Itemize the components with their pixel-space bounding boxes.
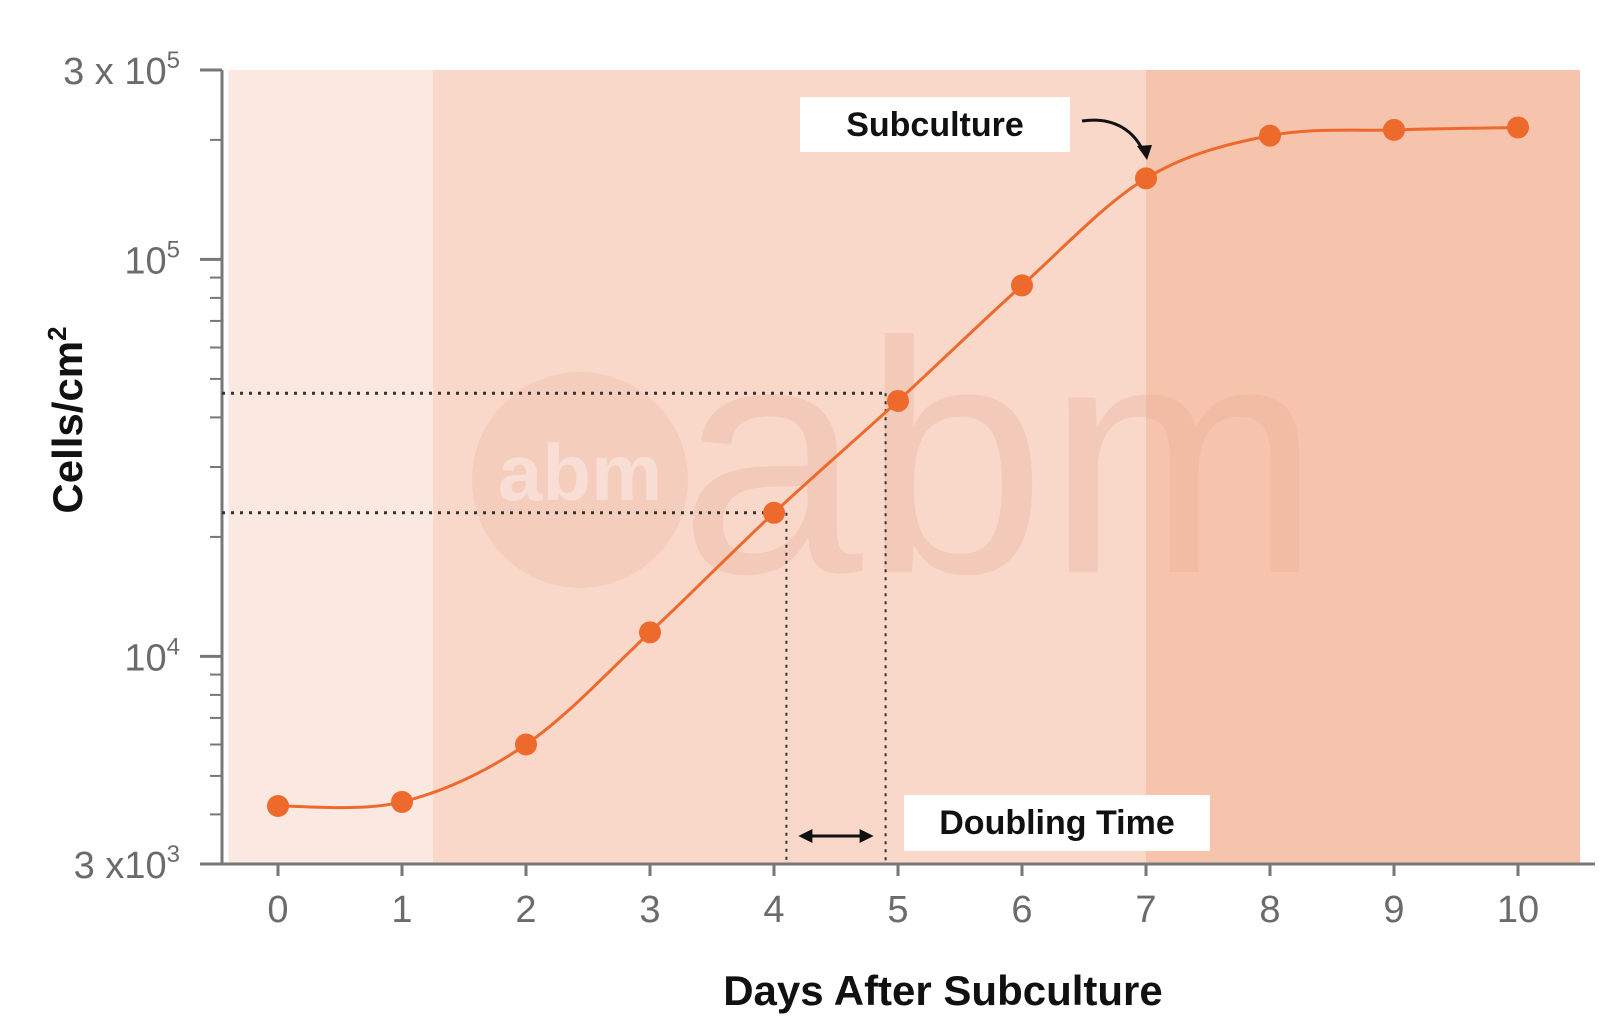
y-tick-label: 104 [124,633,180,679]
data-point [763,501,785,524]
doubling-time-arrow [798,829,874,843]
data-point [391,790,413,813]
watermark-circle [472,372,688,588]
phase-band-1 [228,70,433,864]
subculture-label: Subculture [846,106,1024,144]
data-point [887,389,909,412]
x-axis-title: Days After Subculture [723,967,1163,1014]
x-tick-label: 1 [391,889,412,931]
data-point [267,794,289,817]
y-tick-label: 105 [124,236,180,282]
watermark-logo-text: abm [498,428,663,517]
x-tick-label: 5 [887,889,908,931]
doubling-time-label: Doubling Time [939,804,1174,842]
doubling-guides [222,391,887,864]
watermark-wordmark: abm [679,273,1321,642]
x-tick-label: 8 [1259,889,1280,931]
data-point [515,733,537,756]
x-tick-label: 3 [639,889,660,931]
x-tick-label: 4 [763,889,784,931]
x-tick-label: 0 [267,889,288,931]
watermark: abm abm [472,273,1321,642]
phase-backgrounds [228,70,1580,864]
data-point [1507,116,1529,139]
data-point [1011,274,1033,297]
data-point [1135,167,1157,190]
doubling-time-box [904,795,1210,851]
x-tick-label: 6 [1011,889,1032,931]
phase-band-3 [1146,70,1580,864]
y-axis-title: Cells/cm2 [42,326,91,513]
y-tick-label: 3 x103 [74,841,180,887]
y-axis-title-sup: 2 [42,326,72,340]
series-growth [267,116,1529,817]
axes: 0 1 2 3 4 5 6 7 8 9 10 3 x103 104 105 3 x 105 [63,47,1595,931]
x-tick-label: 2 [515,889,536,931]
phase-band-2 [433,70,1146,864]
x-tick-label: 9 [1383,889,1404,931]
subculture-arrowhead [1137,145,1152,160]
data-point [639,621,661,644]
subculture-annotation: Subculture [800,97,1152,160]
y-tick-label: 3 x 105 [63,47,180,93]
data-point [1383,118,1405,141]
x-tick-label: 7 [1135,889,1156,931]
subculture-box [800,97,1070,152]
doubling-time-annotation: Doubling Time [798,795,1210,851]
doubling-arrowhead-right [859,829,874,843]
doubling-arrowhead-left [798,829,813,843]
data-point [1259,124,1281,147]
x-tick-label: 10 [1497,889,1539,931]
